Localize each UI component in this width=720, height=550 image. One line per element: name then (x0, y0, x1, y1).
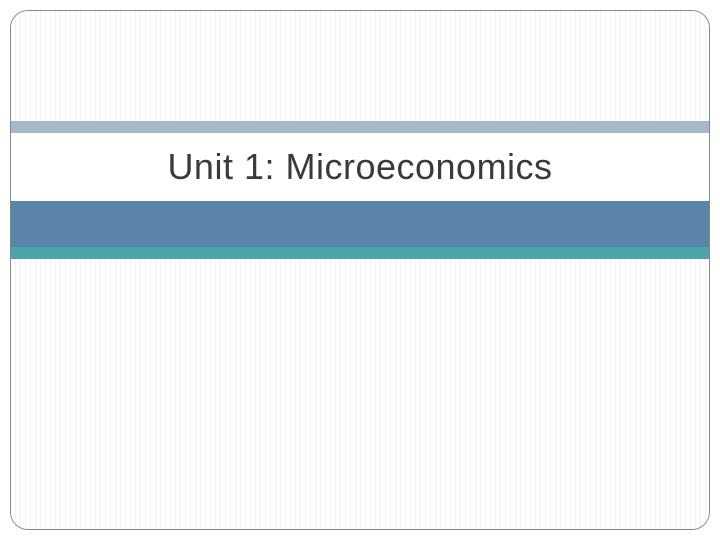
band-top-stripe (11, 121, 709, 133)
slide-container: Unit 1: Microeconomics (10, 10, 710, 530)
title-band: Unit 1: Microeconomics (11, 121, 709, 259)
band-blue-stripe (11, 201, 709, 247)
band-teal-stripe (11, 247, 709, 259)
slide-title: Unit 1: Microeconomics (167, 146, 552, 188)
striped-background (11, 11, 709, 529)
title-area: Unit 1: Microeconomics (11, 133, 709, 201)
